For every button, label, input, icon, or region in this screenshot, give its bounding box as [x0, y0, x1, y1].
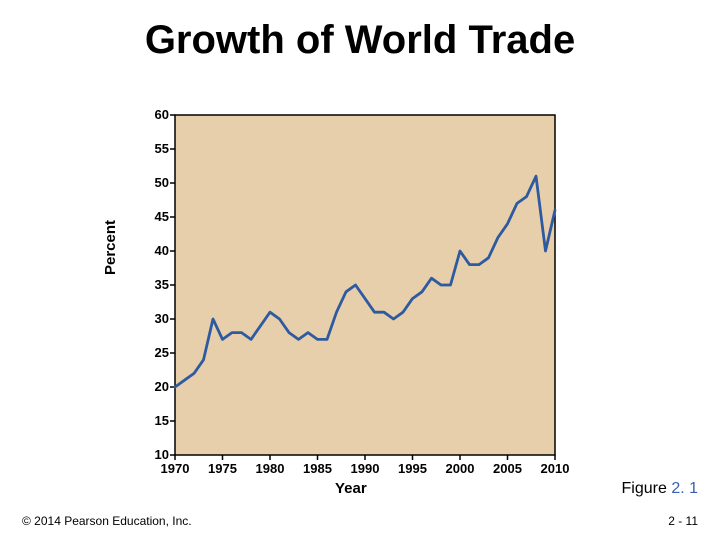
- x-axis-label: Year: [335, 480, 367, 497]
- x-tick-label: 1990: [345, 461, 385, 476]
- y-tick-label: 55: [141, 141, 169, 156]
- copyright-text: © 2014 Pearson Education, Inc.: [22, 514, 192, 528]
- y-tick-label: 20: [141, 379, 169, 394]
- x-tick-label: 2010: [535, 461, 575, 476]
- y-tick-label: 10: [141, 447, 169, 462]
- y-tick-label: 45: [141, 209, 169, 224]
- slide-number: 2 - 11: [668, 514, 698, 528]
- y-tick-label: 35: [141, 277, 169, 292]
- x-tick-label: 1975: [203, 461, 243, 476]
- y-tick-label: 50: [141, 175, 169, 190]
- figure-number: 2. 1: [671, 480, 698, 497]
- chart-area: [145, 110, 565, 480]
- x-tick-label: 2005: [488, 461, 528, 476]
- x-tick-label: 1980: [250, 461, 290, 476]
- y-axis-label: Percent: [102, 220, 119, 275]
- y-tick-label: 30: [141, 311, 169, 326]
- figure-label: Figure 2. 1: [622, 480, 698, 498]
- y-tick-label: 15: [141, 413, 169, 428]
- figure-label-prefix: Figure: [622, 480, 672, 497]
- x-tick-label: 1995: [393, 461, 433, 476]
- y-tick-label: 40: [141, 243, 169, 258]
- slide: Growth of World Trade Percent Year 10 15 2…: [0, 0, 720, 540]
- y-tick-label: 25: [141, 345, 169, 360]
- x-tick-label: 1985: [298, 461, 338, 476]
- line-chart: [145, 110, 565, 480]
- page-title: Growth of World Trade: [0, 18, 720, 63]
- x-tick-label: 2000: [440, 461, 480, 476]
- x-tick-label: 1970: [155, 461, 195, 476]
- y-tick-label: 60: [141, 107, 169, 122]
